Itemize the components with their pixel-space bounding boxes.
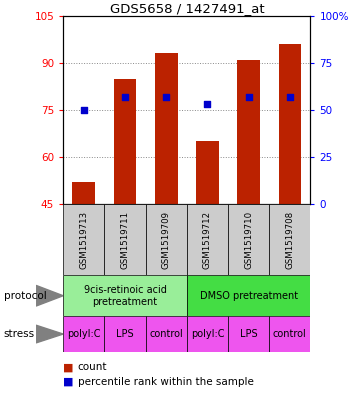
Bar xyxy=(63,316,104,352)
Text: count: count xyxy=(78,362,107,373)
Polygon shape xyxy=(36,325,63,343)
Point xyxy=(81,107,87,113)
Text: ■: ■ xyxy=(63,362,74,373)
Text: percentile rank within the sample: percentile rank within the sample xyxy=(78,377,253,387)
Bar xyxy=(145,204,187,275)
Text: GSM1519708: GSM1519708 xyxy=(285,211,294,269)
Bar xyxy=(155,53,178,204)
Text: control: control xyxy=(273,329,307,339)
Text: stress: stress xyxy=(4,329,35,339)
Bar xyxy=(196,141,219,204)
Point xyxy=(163,94,169,100)
Point xyxy=(122,94,128,100)
Bar xyxy=(228,316,269,352)
Bar xyxy=(228,204,269,275)
Text: polyI:C: polyI:C xyxy=(191,329,224,339)
Text: polyI:C: polyI:C xyxy=(67,329,100,339)
Bar xyxy=(269,204,310,275)
Text: GSM1519712: GSM1519712 xyxy=(203,211,212,269)
Bar xyxy=(104,316,145,352)
Bar xyxy=(63,275,187,316)
Text: GSM1519713: GSM1519713 xyxy=(79,211,88,269)
Bar xyxy=(104,204,145,275)
Polygon shape xyxy=(36,285,63,306)
Bar xyxy=(63,204,104,275)
Bar xyxy=(145,316,187,352)
Point xyxy=(205,101,210,108)
Bar xyxy=(73,182,95,204)
Bar xyxy=(187,316,228,352)
Text: DMSO pretreatment: DMSO pretreatment xyxy=(200,291,298,301)
Text: 9cis-retinoic acid
pretreatment: 9cis-retinoic acid pretreatment xyxy=(83,285,166,307)
Text: GSM1519710: GSM1519710 xyxy=(244,211,253,269)
Bar xyxy=(187,204,228,275)
Text: protocol: protocol xyxy=(4,291,46,301)
Point xyxy=(246,94,252,100)
Title: GDS5658 / 1427491_at: GDS5658 / 1427491_at xyxy=(109,2,264,15)
Bar xyxy=(187,275,310,316)
Bar xyxy=(237,60,260,204)
Text: control: control xyxy=(149,329,183,339)
Bar xyxy=(269,316,310,352)
Text: GSM1519709: GSM1519709 xyxy=(162,211,171,269)
Text: GSM1519711: GSM1519711 xyxy=(121,211,130,269)
Text: LPS: LPS xyxy=(240,329,257,339)
Point xyxy=(287,94,293,100)
Text: LPS: LPS xyxy=(116,329,134,339)
Text: ■: ■ xyxy=(63,377,74,387)
Bar xyxy=(114,79,136,204)
Bar xyxy=(279,44,301,204)
